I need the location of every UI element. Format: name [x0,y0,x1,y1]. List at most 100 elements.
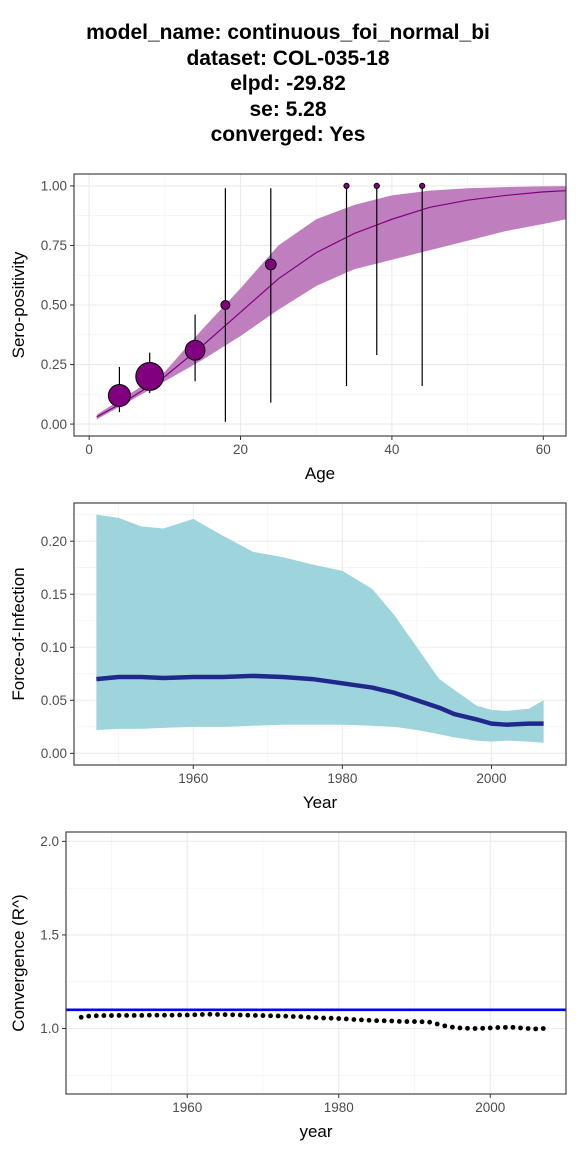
rhat-point [230,1012,236,1018]
rhat-point [184,1012,190,1018]
title-model-name: model_name: continuous_foi_normal_bi [86,21,490,44]
panel-2-y-tick-label: 0.05 [41,693,67,708]
panel-1-x-tick-label: 40 [384,442,399,457]
rhat-point [298,1014,304,1020]
rhat-point [139,1013,145,1018]
rhat-point [101,1013,107,1018]
sero-observed-point [419,182,426,190]
rhat-point [472,1026,478,1031]
panel-1-x-tick-label: 0 [85,442,93,457]
rhat-point [275,1013,281,1019]
title-elpd: elpd: -29.82 [230,72,346,95]
panel-3-y-tick-label: 2.0 [40,834,59,849]
rhat-point [480,1025,486,1031]
rhat-point [328,1015,334,1021]
rhat-point [449,1024,455,1030]
rhat-point [396,1018,402,1024]
figure-title: model_name: continuous_foi_normal_bi dat… [0,20,576,148]
rhat-point [207,1011,213,1017]
panel-1-x-axis-title: Age [305,464,335,483]
rhat-point [215,1012,220,1017]
panel-1-x-tick-label: 20 [233,442,248,457]
panel-1-x-tick-label: 60 [536,442,551,457]
sero-credible-ribbon [96,186,566,420]
sero-fit-line [96,190,566,418]
panel-3-x-axis-title: year [299,1122,332,1141]
panel-1-plot-area [96,182,566,422]
panel-2-x-tick-label: 2000 [476,771,506,786]
sero-observed-point [373,182,380,190]
panel-2-y-tick-label: 0.20 [41,534,67,549]
panel-2-x-axis-title: Year [303,793,338,812]
rhat-point [434,1021,440,1027]
rhat-point [131,1013,137,1018]
panel-1-y-axis-title: Sero-positivity [9,251,28,358]
sero-observed-point [343,182,350,190]
panel-2-y-tick-label: 0.15 [41,587,67,602]
rhat-point [404,1019,410,1024]
foi-credible-ribbon [96,514,544,743]
rhat-point [313,1015,319,1021]
sero-observed-point [107,383,131,408]
title-converged: converged: Yes [210,123,366,146]
panel-3-x-tick-label: 2000 [475,1100,505,1115]
panel-2-y-tick-label: 0.10 [41,640,67,655]
panel-2-y-tick-label: 0.00 [41,746,67,761]
rhat-point [525,1026,531,1031]
rhat-point [237,1012,243,1018]
foi-median-line [96,673,544,727]
rhat-point [412,1019,417,1024]
rhat-point [321,1015,326,1021]
rhat-point [351,1017,357,1022]
title-dataset: dataset: COL-035-18 [186,46,390,70]
rhat-point [306,1014,311,1020]
rhat-point [222,1012,228,1018]
panel-1-y-tick-label: 0.75 [41,238,67,253]
panel-3-y-axis-title: Convergence (R^) [9,894,28,1031]
sero-observed-point [220,299,231,311]
rhat-point [93,1013,99,1019]
rhat-point [78,1014,84,1020]
rhat-point [192,1012,198,1018]
panel-2-border [73,502,567,766]
rhat-point [260,1013,266,1018]
rhat-point [86,1013,92,1019]
panel-2-x-tick-label: 1980 [327,771,357,786]
panel-1-y-tick-label: 1.00 [41,179,67,194]
rhat-point [465,1025,470,1031]
rhat-point [359,1017,364,1023]
rhat-point [245,1012,251,1018]
panel-3-y-tick-label: 1.0 [40,1021,59,1036]
panel-2-y-axis-title: Force-of-Infection [9,567,28,700]
rhat-point [343,1016,349,1022]
rhat-point [169,1012,175,1018]
rhat-point [109,1013,114,1018]
rhat-point [162,1012,167,1018]
rhat-point [518,1025,523,1031]
rhat-point [487,1025,493,1031]
panel-1-y-tick-label: 0.25 [41,357,67,372]
rhat-point [366,1017,372,1023]
rhat-point [177,1012,183,1018]
panel-1-y-tick-label: 0.00 [41,417,67,432]
rhat-point [381,1018,387,1024]
rhat-point [457,1025,463,1031]
panel-3-y-tick-label: 1.5 [40,928,59,943]
sero-observed-point [264,258,277,271]
rhat-point [427,1019,433,1025]
rhat-point [502,1024,508,1030]
rhat-point [283,1013,289,1019]
rhat-point [116,1013,122,1018]
rhat-point [154,1012,160,1018]
panel-3-x-tick-label: 1980 [324,1100,354,1115]
rhat-point [540,1026,546,1031]
rhat-point [124,1013,130,1018]
rhat-point [495,1025,501,1030]
sero-observed-point [135,362,165,391]
title-se: se: 5.28 [249,97,327,121]
rhat-point [419,1019,425,1025]
rhat-point [336,1016,342,1021]
rhat-point [389,1018,395,1024]
